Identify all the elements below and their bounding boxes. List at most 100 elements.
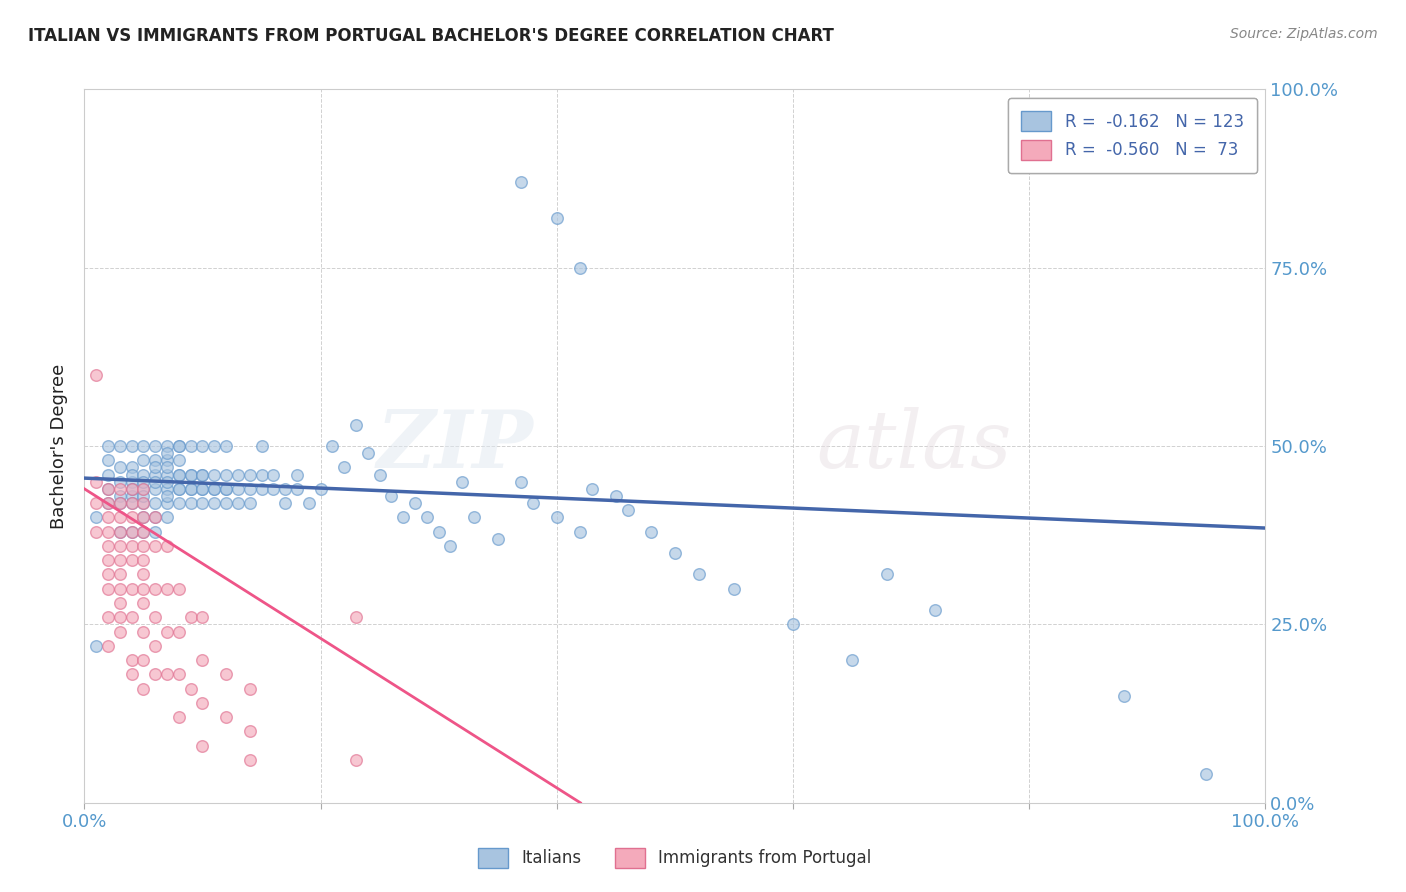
Point [239, 724, 262, 739]
Point [262, 482, 284, 496]
Point [239, 681, 262, 696]
Point [156, 510, 179, 524]
Point [97, 496, 120, 510]
Point [180, 439, 202, 453]
Point [143, 482, 166, 496]
Point [143, 496, 166, 510]
Point [156, 482, 179, 496]
Point [108, 475, 131, 489]
Point [215, 496, 238, 510]
Y-axis label: Bachelor's Degree: Bachelor's Degree [51, 363, 69, 529]
Point [250, 482, 273, 496]
Point [239, 496, 262, 510]
Point [1112, 689, 1135, 703]
Point [97, 482, 120, 496]
Point [250, 439, 273, 453]
Point [97, 482, 120, 496]
Point [143, 524, 166, 539]
Point [215, 482, 238, 496]
Point [167, 482, 190, 496]
Point [121, 553, 143, 567]
Point [132, 496, 155, 510]
Point [108, 439, 131, 453]
Point [167, 667, 190, 681]
Point [239, 467, 262, 482]
Point [143, 582, 166, 596]
Point [191, 653, 214, 667]
Point [191, 739, 214, 753]
Point [191, 467, 214, 482]
Point [132, 624, 155, 639]
Point [84, 368, 107, 382]
Point [191, 496, 214, 510]
Point [121, 653, 143, 667]
Point [368, 467, 391, 482]
Point [108, 553, 131, 567]
Legend: R =  -0.162   N = 123, R =  -0.560   N =  73: R = -0.162 N = 123, R = -0.560 N = 73 [1008, 97, 1257, 173]
Point [167, 624, 190, 639]
Point [191, 467, 214, 482]
Point [180, 610, 202, 624]
Point [108, 489, 131, 503]
Point [156, 489, 179, 503]
Point [143, 639, 166, 653]
Point [156, 667, 179, 681]
Point [132, 467, 155, 482]
Point [132, 524, 155, 539]
Point [97, 439, 120, 453]
Point [298, 496, 321, 510]
Point [121, 539, 143, 553]
Point [84, 524, 107, 539]
Point [132, 567, 155, 582]
Point [167, 710, 190, 724]
Point [132, 475, 155, 489]
Point [156, 460, 179, 475]
Point [1195, 767, 1218, 781]
Point [285, 467, 308, 482]
Point [108, 567, 131, 582]
Point [156, 496, 179, 510]
Point [121, 460, 143, 475]
Point [143, 539, 166, 553]
Point [156, 539, 179, 553]
Point [380, 489, 402, 503]
Point [180, 482, 202, 496]
Point [215, 710, 238, 724]
Point [143, 467, 166, 482]
Point [143, 475, 166, 489]
Point [132, 553, 155, 567]
Point [121, 482, 143, 496]
Point [782, 617, 804, 632]
Point [132, 439, 155, 453]
Point [108, 524, 131, 539]
Point [664, 546, 686, 560]
Point [569, 524, 592, 539]
Point [546, 510, 568, 524]
Point [167, 582, 190, 596]
Point [97, 510, 120, 524]
Point [143, 439, 166, 453]
Point [132, 524, 155, 539]
Point [97, 582, 120, 596]
Point [143, 510, 166, 524]
Point [723, 582, 745, 596]
Point [97, 496, 120, 510]
Point [605, 489, 627, 503]
Point [132, 496, 155, 510]
Point [191, 482, 214, 496]
Point [581, 482, 603, 496]
Point [121, 489, 143, 503]
Point [202, 439, 225, 453]
Point [416, 510, 439, 524]
Point [344, 610, 367, 624]
Point [321, 439, 343, 453]
Point [143, 610, 166, 624]
Point [250, 467, 273, 482]
Point [167, 439, 190, 453]
Point [191, 439, 214, 453]
Point [226, 467, 249, 482]
Point [132, 510, 155, 524]
Point [239, 753, 262, 767]
Point [97, 467, 120, 482]
Point [202, 467, 225, 482]
